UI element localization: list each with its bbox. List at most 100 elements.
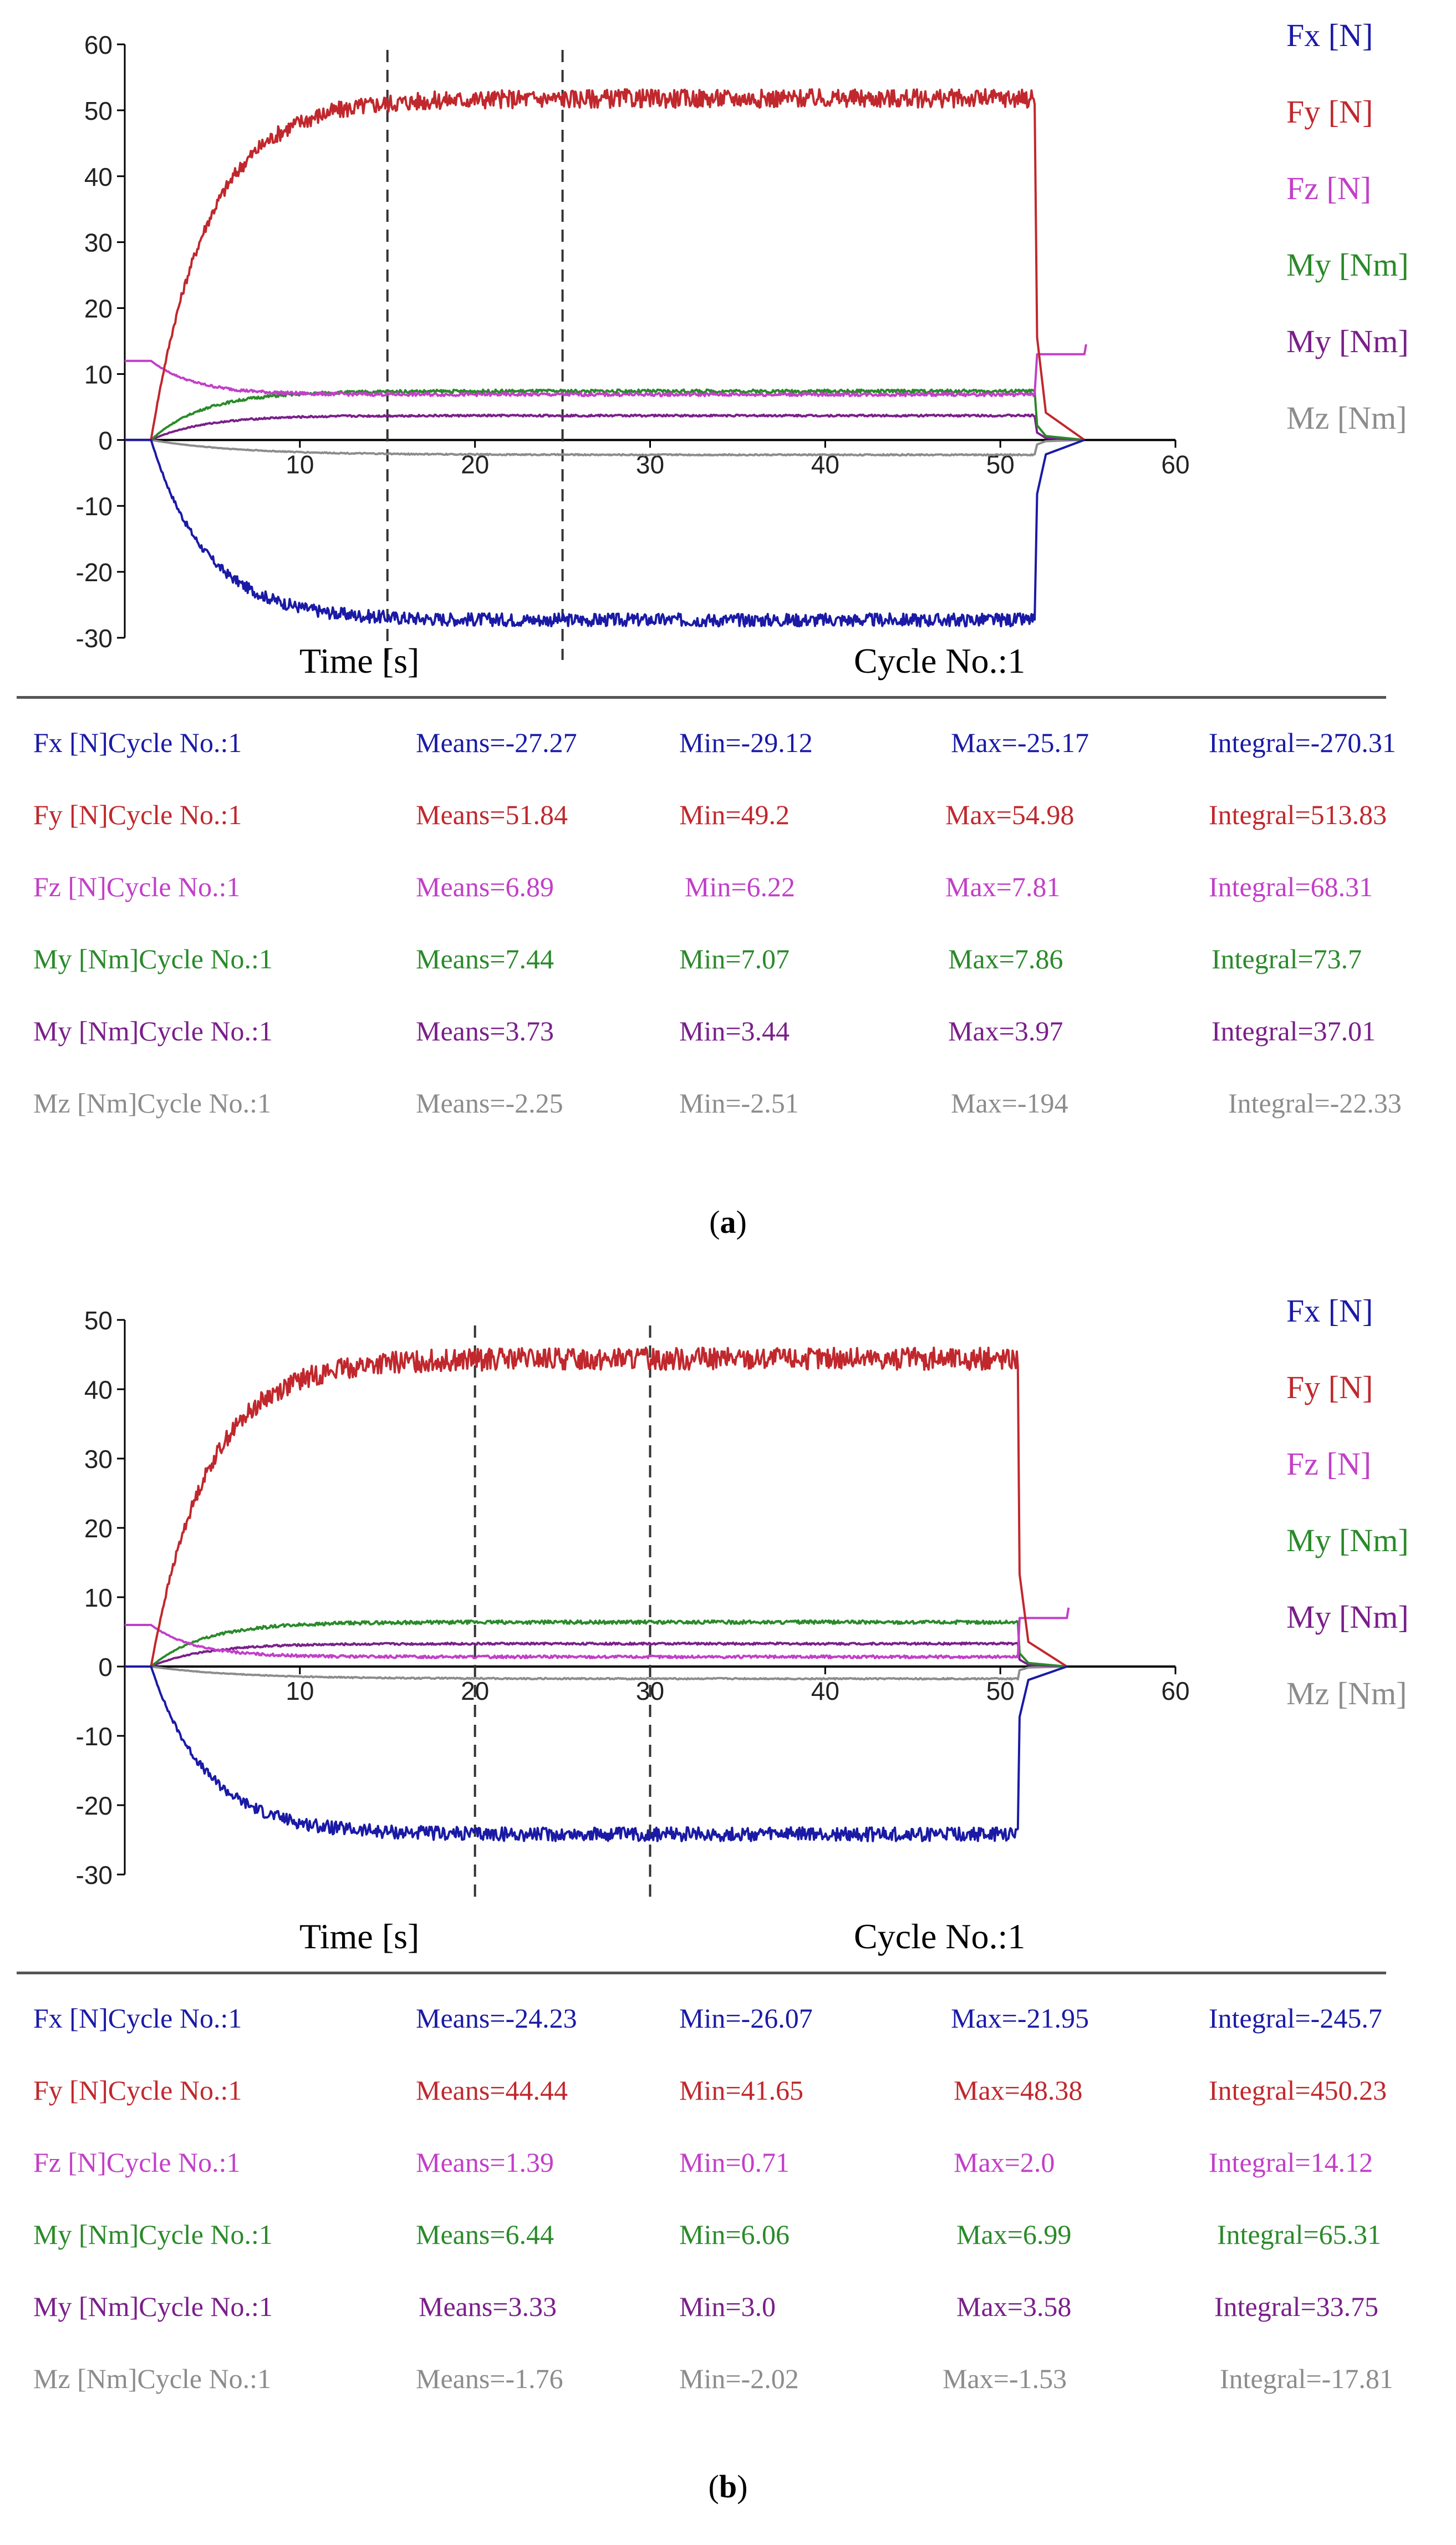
stats-integral: Integral=33.75 [1214, 2291, 1379, 2322]
stats-label: My [Nm]Cycle No.:1 [33, 943, 273, 974]
stats-row: Fz [N]Cycle No.:1 Means=1.39 Min=0.71 Ma… [0, 2146, 1456, 2180]
stats-row: My [Nm]Cycle No.:1 Means=7.44 Min=7.07 M… [0, 943, 1456, 976]
stats-min: Min=-2.51 [679, 1088, 799, 1119]
stats-integral: Integral=450.23 [1209, 2075, 1387, 2106]
y-tick-label: 60 [84, 31, 113, 59]
stats-label: My [Nm]Cycle No.:1 [33, 2219, 273, 2250]
stats-row: Fx [N]Cycle No.:1 Means=-27.27 Min=-29.1… [0, 727, 1456, 760]
series-line-Fx [124, 1665, 1067, 1842]
stats-min: Min=49.2 [679, 799, 790, 830]
stats-min: Min=-29.12 [679, 727, 813, 758]
stats-label: My [Nm]Cycle No.:1 [33, 2291, 273, 2322]
stats-row: Fy [N]Cycle No.:1 Means=51.84 Min=49.2 M… [0, 799, 1456, 832]
cycle-label: Cycle No.:1 [854, 641, 1026, 680]
stats-integral: Integral=73.7 [1211, 943, 1362, 974]
stats-max: Max=7.81 [945, 871, 1061, 902]
panel-b: 50 40 30 20 10 0 -10 -20 -30 10 20 30 40 50 60 Fx [N] … [0, 1276, 1456, 2545]
series-line-Mz [124, 1665, 1067, 1681]
stats-min: Min=0.71 [679, 2147, 790, 2178]
stats-max: Max=-21.95 [951, 2003, 1089, 2034]
stats-max: Max=48.38 [954, 2075, 1083, 2106]
stats-max: Max=3.58 [956, 2291, 1072, 2322]
legend-item: Fz [N] [1286, 170, 1372, 206]
stats-max: Max=6.99 [956, 2219, 1072, 2250]
separator [17, 696, 1386, 699]
stats-means: Means=-27.27 [416, 727, 577, 758]
stats-integral: Integral=-22.33 [1228, 1088, 1402, 1119]
series-line-Fy [124, 88, 1085, 441]
stats-min: Min=-2.02 [679, 2363, 799, 2394]
legend-item: My [Nm] [1286, 1522, 1409, 1558]
series-line-My_green [124, 388, 1085, 441]
series-line-Fy [124, 1347, 1068, 1668]
stats-max: Max=-194 [951, 1088, 1068, 1119]
x-tick-label: 60 [1161, 1677, 1189, 1705]
y-tick-label: 0 [98, 1653, 113, 1682]
stats-label: Fy [N]Cycle No.:1 [33, 2075, 242, 2106]
stats-means: Means=51.84 [416, 799, 568, 830]
series-line-Fx [124, 439, 1085, 628]
stats-row: Fz [N]Cycle No.:1 Means=6.89 Min=6.22 Ma… [0, 871, 1456, 904]
x-tick-label: 60 [1161, 450, 1189, 479]
stats-means: Means=-2.25 [416, 1088, 563, 1119]
stats-row: My [Nm]Cycle No.:1 Means=3.33 Min=3.0 Ma… [0, 2290, 1456, 2324]
stats-integral: Integral=-270.31 [1209, 727, 1396, 758]
stats-means: Means=1.39 [416, 2147, 554, 2178]
stats-integral: Integral=37.01 [1211, 1015, 1376, 1047]
stats-max: Max=54.98 [945, 799, 1075, 830]
stats-integral: Integral=-17.81 [1220, 2363, 1393, 2394]
legend-item: My [Nm] [1286, 247, 1409, 283]
stats-label: Fy [N]Cycle No.:1 [33, 799, 242, 830]
legend-item: Mz [Nm] [1286, 400, 1407, 436]
series-line-Fz [124, 344, 1087, 398]
stats-means: Means=3.73 [416, 1015, 554, 1047]
stats-means: Means=6.89 [416, 871, 554, 902]
stats-integral: Integral=-245.7 [1209, 2003, 1382, 2034]
stats-label: Fz [N]Cycle No.:1 [33, 871, 241, 902]
stats-integral: Integral=65.31 [1217, 2219, 1382, 2250]
stats-label: Mz [Nm]Cycle No.:1 [33, 1088, 272, 1119]
stats-min: Min=6.06 [679, 2219, 790, 2250]
stats-row: Fy [N]Cycle No.:1 Means=44.44 Min=41.65 … [0, 2074, 1456, 2107]
y-tick-label: -10 [76, 492, 113, 521]
stats-row: My [Nm]Cycle No.:1 Means=6.44 Min=6.06 M… [0, 2218, 1456, 2252]
stats-max: Max=-25.17 [951, 727, 1089, 758]
legend-item: My [Nm] [1286, 323, 1409, 359]
y-tick-label: 10 [84, 360, 113, 389]
series-line-My_purple [124, 1641, 1067, 1668]
y-tick-label: 40 [84, 1375, 113, 1404]
stats-max: Max=2.0 [954, 2147, 1055, 2178]
stats-min: Min=6.22 [685, 871, 796, 902]
stats-means: Means=6.44 [416, 2219, 554, 2250]
stats-max: Max=-1.53 [943, 2363, 1067, 2394]
legend-item: Fx [N] [1286, 1293, 1373, 1329]
y-tick-label: 50 [84, 1306, 113, 1335]
stats-means: Means=3.33 [419, 2291, 557, 2322]
stats-means: Means=-1.76 [416, 2363, 563, 2394]
stats-integral: Integral=14.12 [1209, 2147, 1373, 2178]
legend-item: Mz [Nm] [1286, 1675, 1407, 1711]
series-line-My_purple [124, 413, 1085, 441]
y-tick-label: -10 [76, 1722, 113, 1751]
y-tick-label: -20 [76, 558, 113, 587]
legend-item: Fy [N] [1286, 94, 1373, 130]
stats-means: Means=44.44 [416, 2075, 568, 2106]
stats-row: Mz [Nm]Cycle No.:1 Means=-2.25 Min=-2.51… [0, 1087, 1456, 1120]
y-tick-label: 20 [84, 1514, 113, 1543]
stats-label: Fx [N]Cycle No.:1 [33, 727, 242, 758]
stats-label: Mz [Nm]Cycle No.:1 [33, 2363, 272, 2394]
stats-row: Fx [N]Cycle No.:1 Means=-24.23 Min=-26.0… [0, 2002, 1456, 2035]
stats-min: Min=3.44 [679, 1015, 790, 1047]
stats-row: My [Nm]Cycle No.:1 Means=3.73 Min=3.44 M… [0, 1015, 1456, 1048]
legend-item: Fz [N] [1286, 1446, 1372, 1482]
series-line-Fz [124, 1607, 1070, 1659]
stats-row: Mz [Nm]Cycle No.:1 Means=-1.76 Min=-2.02… [0, 2363, 1456, 2396]
stats-max: Max=7.86 [948, 943, 1063, 974]
y-tick-label: 30 [84, 228, 113, 257]
stats-integral: Integral=68.31 [1209, 871, 1373, 902]
y-tick-label: -30 [76, 1861, 113, 1889]
stats-max: Max=3.97 [948, 1015, 1063, 1047]
x-tick-label: 50 [986, 1677, 1015, 1705]
